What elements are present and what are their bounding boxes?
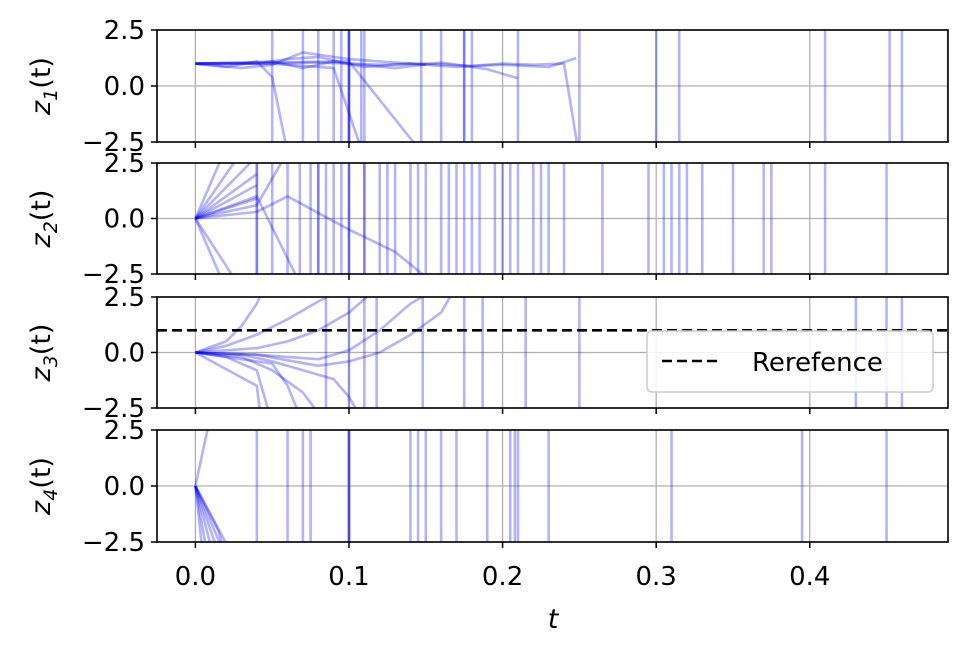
legend-label: Rerefence	[752, 348, 883, 378]
y-axis-title: z4(t)	[26, 457, 62, 516]
trajectory-line	[194, 485, 221, 542]
x-tick-label: 0.3	[635, 562, 676, 592]
plot-area	[194, 430, 888, 542]
trajectory-line	[194, 430, 209, 487]
y-tick-label: −2.5	[82, 260, 145, 290]
trajectory-line	[195, 60, 287, 142]
trajectory-line	[195, 60, 415, 142]
y-tick-label: 2.5	[104, 149, 145, 179]
y-tick-label: 0.0	[104, 472, 145, 502]
trajectory-line	[195, 351, 357, 408]
x-axis-title: t	[548, 604, 560, 635]
subplot-stack: 2.5 0.0 −2.5 z1(t) 2.5 0.0 −2.5 z2(t) 2.5 0.0 −2.5…	[26, 16, 949, 558]
y-tick-label: 2.5	[104, 416, 145, 446]
plot-area	[194, 163, 888, 274]
trajectory-line	[194, 485, 203, 542]
trajectory-line	[195, 55, 519, 80]
y-tick-label: 0.0	[104, 205, 145, 235]
x-tick-label: 0.2	[482, 562, 523, 592]
trajectory-line	[195, 163, 283, 220]
trajectory-line	[195, 351, 299, 408]
trajectory-line	[194, 297, 262, 354]
plot-area	[195, 30, 948, 142]
trajectory-line	[194, 217, 221, 274]
trajectory-line	[195, 61, 579, 142]
x-tick-label: 0.0	[175, 562, 216, 592]
subplot-4: 2.5 0.0 −2.5 z4(t)	[26, 416, 949, 558]
y-tick-label: −2.5	[82, 394, 145, 424]
y-tick-label: 2.5	[104, 16, 145, 46]
trajectory-line	[195, 62, 361, 142]
subplot-3: 2.5 0.0 −2.5 z3(t) Rerefence	[26, 283, 949, 424]
trajectory-line	[194, 485, 227, 542]
trajectory-line	[195, 351, 270, 408]
trajectory-line	[195, 51, 426, 70]
trajectory-line	[194, 485, 212, 542]
trajectory-line	[194, 163, 253, 220]
y-axis-title: z1(t)	[26, 57, 62, 116]
x-tick-labels: 0.0 0.1 0.2 0.3 0.4	[175, 562, 831, 592]
trajectory-line	[194, 197, 258, 220]
trajectory-line	[194, 485, 216, 542]
trajectory-line	[194, 184, 258, 220]
subplot-2: 2.5 0.0 −2.5 z2(t)	[26, 149, 949, 290]
trajectory-line	[194, 195, 297, 274]
trajectory-line	[195, 351, 317, 408]
y-tick-label: 0.0	[104, 339, 145, 369]
y-tick-label: 0.0	[104, 72, 145, 102]
x-tick-label: 0.4	[789, 562, 830, 592]
subplot-1: 2.5 0.0 −2.5 z1(t)	[26, 16, 949, 158]
trajectory-line	[194, 217, 233, 274]
trajectory-line	[194, 351, 261, 408]
y-tick-label: −2.5	[82, 128, 145, 158]
trajectory-line	[194, 173, 258, 220]
trajectory-line	[195, 195, 425, 274]
trajectory-line	[195, 297, 369, 354]
trajectory-line	[194, 485, 223, 542]
legend: Rerefence	[646, 330, 934, 393]
trajectory-line	[194, 163, 221, 220]
trajectory-line	[195, 297, 330, 354]
y-tick-label: 2.5	[104, 283, 145, 313]
y-tick-label: −2.5	[82, 528, 145, 558]
y-axis-title: z3(t)	[26, 324, 62, 383]
trajectory-line	[194, 485, 207, 542]
trajectory-line	[195, 297, 452, 368]
legend-box	[646, 330, 934, 393]
y-axis-title: z2(t)	[26, 190, 62, 249]
trajectory-line	[195, 297, 425, 361]
plot-area	[194, 297, 904, 408]
trajectory-line	[195, 56, 577, 70]
x-tick-label: 0.1	[328, 562, 369, 592]
trajectory-line	[194, 163, 236, 220]
